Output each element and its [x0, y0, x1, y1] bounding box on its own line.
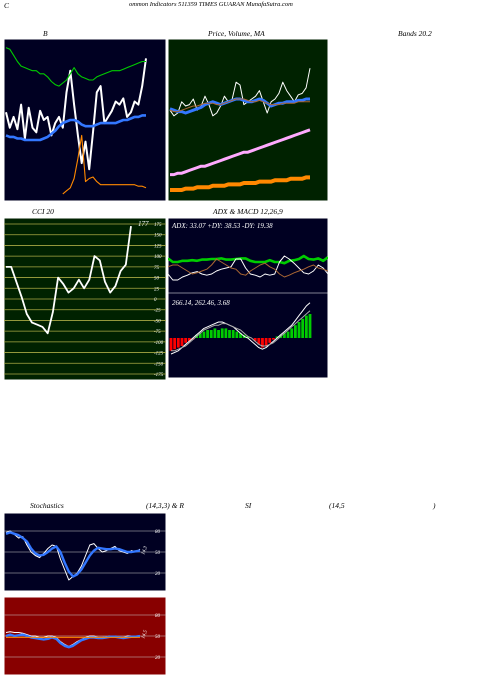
macd-values-text: 266.14, 262.46, 3.68 — [172, 299, 230, 307]
cci-title: CCI 20 — [32, 207, 54, 216]
macd-histogram-bar — [231, 330, 235, 338]
macd-histogram-bar — [198, 333, 202, 338]
cci-tick-label: 25 — [154, 287, 160, 292]
close-paren: ) — [433, 501, 436, 510]
macd-histogram-bar — [297, 322, 301, 338]
macd-white-line — [170, 302, 311, 355]
price-volume-ma-chart — [168, 39, 328, 201]
macd-histogram-bar — [268, 338, 272, 343]
bollinger-title: B — [43, 29, 48, 38]
stoch-side-label: 14,3 — [141, 545, 149, 555]
macd-histogram-bar — [239, 333, 242, 338]
cci-tick-label: 175 — [154, 223, 162, 228]
stoch-blue-line — [5, 531, 141, 578]
macd-gray-line — [171, 310, 311, 352]
cci-tick-label: -75 — [154, 330, 161, 335]
cci-tick-label: 75 — [154, 266, 160, 271]
macd-histogram-bar — [228, 330, 231, 338]
macd-histogram-bar — [290, 328, 294, 338]
macd-histogram-bar — [282, 333, 286, 338]
bollinger-orange-line — [62, 134, 147, 195]
price-title: Price, Volume, MA — [208, 29, 265, 38]
bands-title: Bands 20.2 — [398, 29, 432, 38]
rsi-tick-label: 80 — [155, 614, 161, 619]
cci-tick-label: -125 — [154, 352, 164, 357]
cci-tick-label: -175 — [154, 373, 164, 378]
macd-histogram-bar — [261, 338, 264, 348]
macd-histogram-bar — [209, 330, 213, 338]
stoch-tick-label: 20 — [155, 572, 161, 577]
bollinger-green-line — [5, 47, 146, 87]
adx-green-line — [168, 254, 328, 265]
price-background — [168, 39, 328, 201]
macd-histogram-bar — [176, 338, 180, 348]
macd-histogram-bar — [173, 338, 177, 350]
adx-macd-chart: ADX: 33.07 +DY: 38.53 -DY: 19.38 266.14, … — [168, 218, 328, 378]
macd-histogram-bar — [286, 331, 290, 338]
cci-tick-label: 125 — [154, 244, 162, 249]
cci-tick-label: 150 — [154, 234, 162, 239]
macd-histogram-bar — [180, 338, 184, 346]
price-pink-line — [170, 128, 311, 177]
cci-chart: 175 150 125 100 75 50 25 0 -25 -50 -75 -100 -125 -150… — [4, 218, 166, 380]
macd-histogram-bar — [220, 328, 224, 338]
macd-histogram-bar — [187, 338, 191, 342]
watermark: MunafaSutra.com — [172, 566, 386, 596]
cci-tick-label: 0 — [154, 298, 157, 303]
rsi-side-label: 14,5 — [141, 629, 149, 639]
macd-histogram-bar — [206, 330, 209, 338]
macd-histogram-bar — [246, 336, 250, 338]
bollinger-blue-line — [5, 114, 146, 142]
macd-histogram-bar — [202, 331, 206, 338]
macd-histogram-bar — [224, 328, 228, 338]
macd-histogram-bar — [213, 328, 217, 338]
rsi-params: (14,5 — [329, 501, 345, 510]
rsi-tick-label: 20 — [155, 656, 161, 661]
stoch-tick-label: 80 — [155, 530, 161, 535]
macd-histogram-bar — [293, 325, 297, 338]
macd-histogram-bar — [169, 338, 173, 351]
price-brown-line — [169, 98, 310, 113]
cci-line — [6, 225, 132, 335]
cci-last-value: 177 — [138, 220, 149, 228]
rsi-chart: 80 50 20 14,5 — [4, 597, 166, 675]
price-white-line — [169, 68, 311, 117]
macd-histogram-bar — [257, 338, 261, 345]
header-c-letter: C — [4, 1, 10, 10]
adx-brown-line — [168, 258, 328, 278]
rsi-title: SI — [245, 501, 252, 510]
adx-background — [168, 218, 328, 378]
cci-tick-label: -50 — [154, 319, 161, 324]
macd-histogram-bar — [275, 336, 279, 338]
stochastics-chart: 80 50 20 14,3 — [4, 513, 166, 591]
chart-header-title: ommon Indicators 511359 TIMES GUARAN Mun… — [129, 1, 293, 8]
cci-tick-label: -150 — [154, 362, 164, 367]
rsi-tick-label: 50 — [155, 635, 161, 640]
macd-histogram-bar — [264, 338, 268, 346]
macd-histogram-bar — [253, 338, 257, 342]
macd-histogram-bar — [217, 330, 220, 338]
cci-tick-label: 100 — [154, 255, 162, 260]
adx-title: ADX & MACD 12,26,9 — [213, 207, 283, 216]
cci-tick-label: 50 — [154, 277, 160, 282]
macd-histogram-bar — [191, 338, 195, 340]
stoch-tick-label: 50 — [155, 551, 161, 556]
cci-tick-label: -25 — [154, 309, 161, 314]
macd-histogram-bar — [308, 314, 312, 338]
stoch-title: Stochastics — [30, 501, 64, 510]
macd-histogram-bar — [304, 315, 308, 338]
macd-histogram-bar — [272, 338, 275, 340]
bollinger-bands-chart — [4, 39, 166, 201]
macd-histogram-bar — [184, 338, 188, 343]
stoch-params: (14,3,3) & R — [146, 501, 184, 510]
cci-tick-label: -100 — [154, 341, 164, 346]
macd-histogram-bar — [301, 318, 305, 338]
macd-histogram-bar — [235, 331, 239, 338]
adx-values-text: ADX: 33.07 +DY: 38.53 -DY: 19.38 — [171, 222, 273, 230]
price-orange-line — [170, 175, 310, 192]
